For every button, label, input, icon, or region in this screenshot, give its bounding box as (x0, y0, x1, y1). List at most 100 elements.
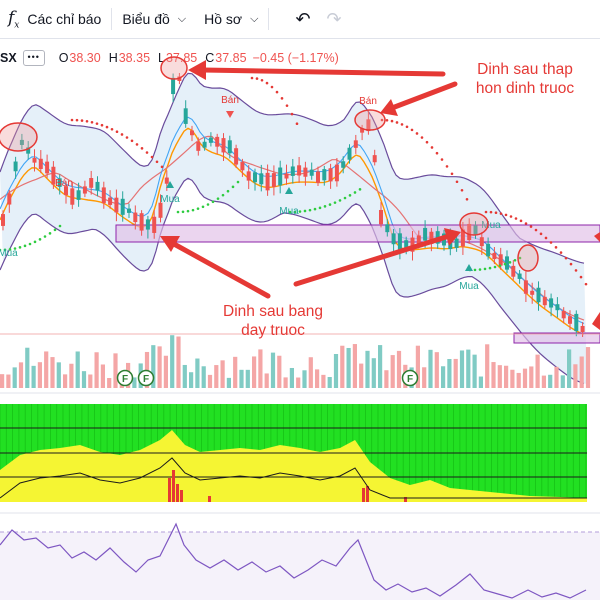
candle (303, 167, 308, 177)
volume-bar (189, 372, 194, 388)
sar-dot (333, 201, 337, 204)
candle (536, 287, 541, 303)
candle (70, 188, 75, 205)
candle (568, 316, 572, 324)
sar-dot (544, 236, 548, 240)
volume-bar (585, 347, 591, 388)
volume-bar (289, 367, 294, 388)
rsi-line (0, 522, 587, 599)
volume-bar (176, 336, 181, 388)
volume-bar (220, 360, 225, 388)
volume-bar (504, 365, 509, 388)
chart-type-label: Biểu đồ (122, 11, 170, 27)
open-key: O (58, 51, 69, 65)
candle (108, 197, 113, 205)
volume-bar (352, 344, 357, 388)
sar-dot (33, 240, 37, 244)
flag-marker: F (137, 369, 155, 387)
low-key: L (158, 51, 165, 65)
candle (473, 225, 478, 235)
sar-dot (231, 185, 235, 189)
candle (259, 173, 264, 185)
candle (234, 148, 239, 165)
candle (57, 178, 62, 187)
sar-dot (3, 248, 7, 252)
sar-dot (221, 193, 225, 197)
support-zone-2 (513, 332, 600, 344)
candle (517, 273, 522, 279)
sell-arrow-icon (226, 111, 234, 118)
chart-type-button[interactable]: Biểu đồ ⌵ (122, 0, 186, 38)
chevron-down-icon: ⌵ (250, 12, 259, 25)
volume-bar (233, 356, 238, 388)
sar-dot (400, 123, 404, 126)
volume-bar (560, 375, 565, 388)
sar-dot (58, 224, 62, 228)
sar-dot (130, 139, 134, 143)
sar-dot (186, 209, 190, 213)
strength-black-line (0, 457, 587, 499)
sar-dot (308, 208, 312, 212)
candle (347, 147, 352, 160)
peak-highlight (459, 212, 489, 236)
volume-bar (283, 377, 288, 388)
chevron-down-icon: ⌵ (177, 12, 187, 25)
sar-dot (574, 269, 578, 272)
annotation-arrow-edge (592, 232, 600, 330)
more-icon[interactable]: ••• (22, 50, 45, 66)
sar-dot (18, 246, 22, 249)
close-key: C (205, 51, 215, 65)
sar-dot (48, 232, 52, 235)
sar-dot (8, 248, 12, 251)
volume-bar (371, 358, 376, 388)
sar-dot (323, 205, 327, 208)
symbol-label[interactable]: SX (0, 51, 17, 65)
sar-dot (425, 140, 429, 144)
volume-bar (113, 353, 118, 388)
volume-bar (478, 376, 483, 388)
sar-dot (120, 133, 124, 136)
sar-dot (358, 188, 362, 191)
sar-dot (160, 165, 164, 169)
volume-bar (573, 364, 578, 388)
buy-arrow-icon (465, 264, 473, 271)
red-bar (180, 490, 183, 502)
red-bar (362, 488, 365, 502)
buy-arrow-icon (166, 181, 174, 188)
buy-label: Mua (160, 194, 180, 205)
profile-button[interactable]: Hồ sơ ⌵ (204, 0, 258, 38)
sar-dot (353, 191, 357, 194)
sar-dot (135, 143, 139, 146)
volume-bar (195, 358, 200, 388)
sell-label: Bán (359, 96, 377, 107)
buy-signal-5: Mua (481, 220, 501, 231)
sell-label: Bán (221, 95, 239, 106)
candle (542, 296, 547, 306)
redo-icon[interactable]: ↷ (326, 8, 342, 29)
sar-dot (313, 207, 317, 211)
undo-icon[interactable]: ↶ (295, 8, 311, 29)
candle (190, 130, 194, 136)
sar-dot (0, 248, 2, 252)
volume-bar (302, 370, 307, 388)
sar-dot (430, 146, 434, 149)
indicators-label: Các chỉ báo (27, 11, 102, 27)
candle (410, 237, 415, 252)
sar-dot (85, 120, 89, 123)
volume-bar (365, 350, 370, 388)
sar-dot (395, 121, 399, 124)
candle (64, 186, 68, 196)
annotation-bottom-line2: day truoc (241, 322, 305, 339)
flag-label: F (122, 374, 128, 385)
candle (454, 238, 459, 248)
candle (479, 237, 484, 247)
candle (505, 256, 509, 270)
candle (183, 108, 188, 124)
indicators-button[interactable]: fx Các chỉ báo (0, 0, 101, 38)
candle (379, 209, 383, 225)
sar-dot (564, 256, 568, 260)
candle (486, 243, 491, 257)
strength-red-bars (168, 470, 407, 502)
red-bar (208, 496, 211, 502)
